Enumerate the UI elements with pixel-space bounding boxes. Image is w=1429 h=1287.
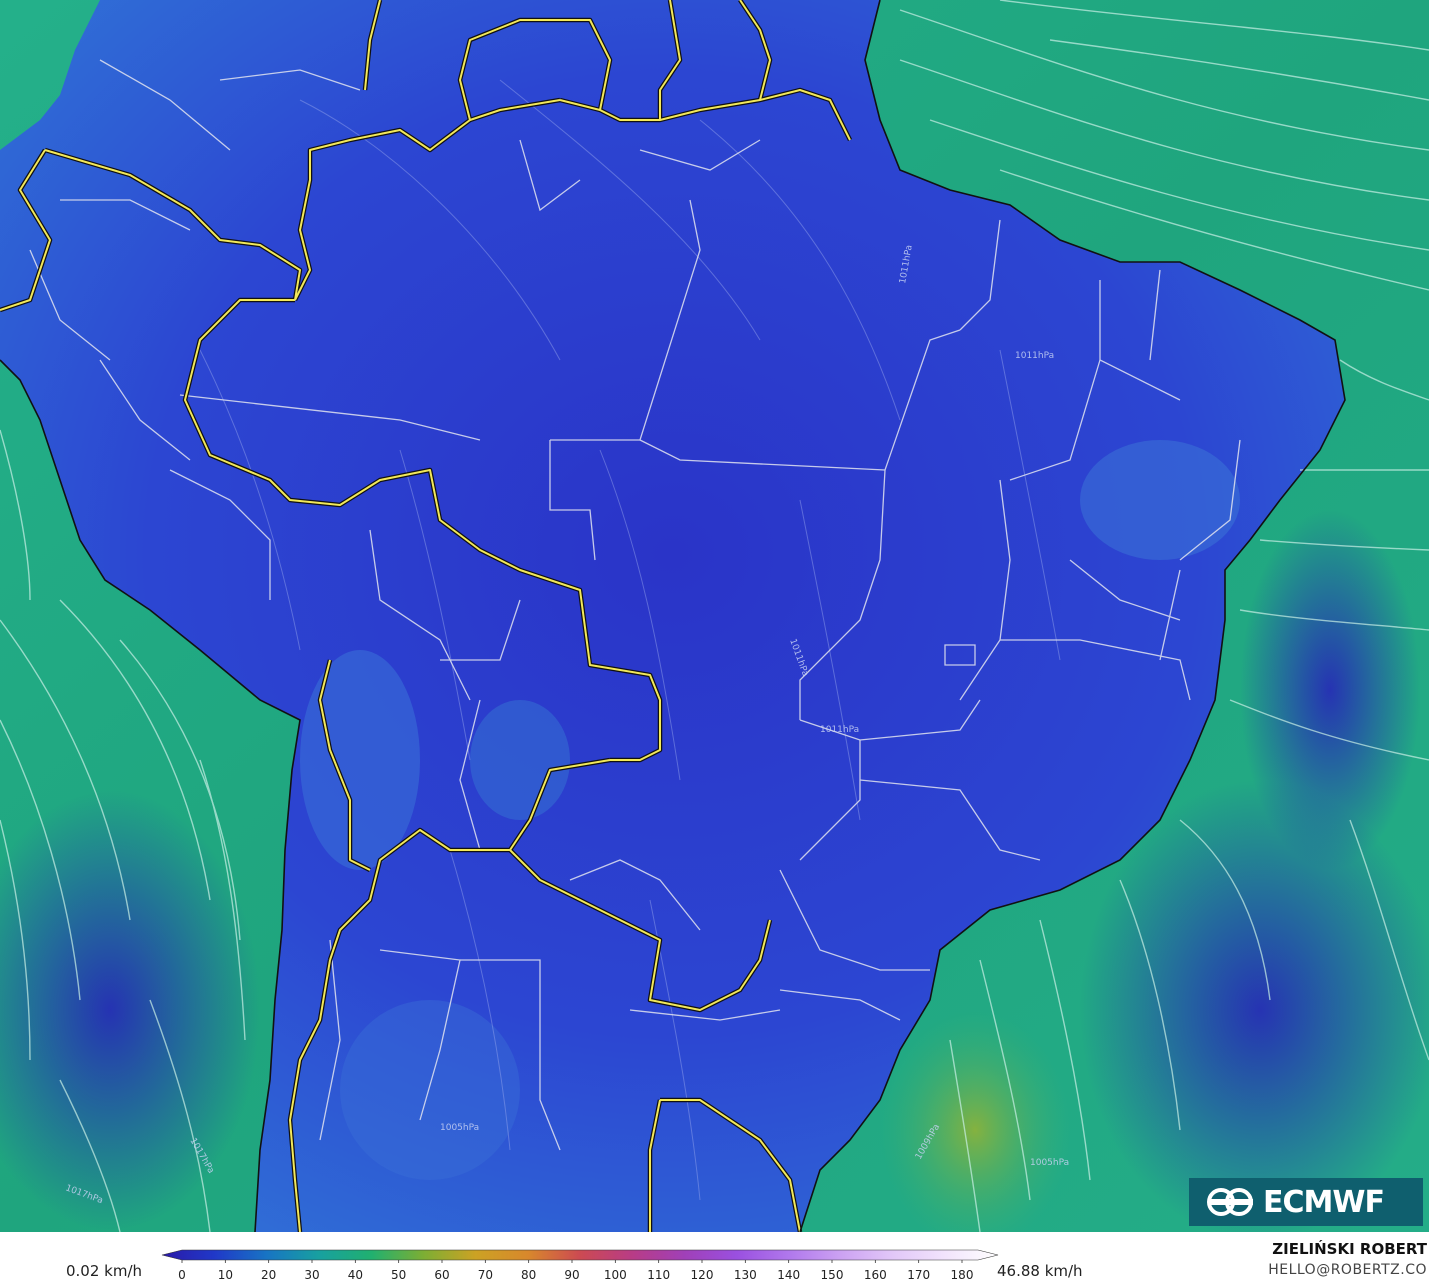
colorbar-tick-label: 160	[864, 1268, 887, 1282]
colorbar-tick-label: 140	[777, 1268, 800, 1282]
colorbar-tick-label: 90	[564, 1268, 579, 1282]
colorbar-tick-label: 10	[218, 1268, 233, 1282]
colorbar-tick-label: 50	[391, 1268, 406, 1282]
isobar-label: 1011hPa	[820, 725, 859, 735]
author-credit: ZIELIŃSKI ROBERT	[1272, 1240, 1427, 1258]
ocean-patch-southeast	[1080, 780, 1429, 1232]
colorbar-tick-label: 100	[604, 1268, 627, 1282]
colorbar-tick-label: 20	[261, 1268, 276, 1282]
coastline-west	[0, 359, 301, 1232]
ocean-highwind-area	[880, 1010, 1070, 1232]
colorbar-tick-label: 170	[907, 1268, 930, 1282]
land-patch-south	[340, 1000, 520, 1180]
colorbar-tick-label: 30	[304, 1268, 319, 1282]
land-patch-andes	[300, 650, 420, 870]
colorbar-tick-label: 120	[691, 1268, 714, 1282]
land-patch-northeast	[1080, 440, 1240, 560]
ocean-patch-southwest	[0, 790, 260, 1230]
land-patch-pantanal	[470, 700, 570, 820]
isobar-label: 1005hPa	[1030, 1158, 1069, 1168]
ecmwf-logo-text: ECMWF	[1263, 1184, 1385, 1220]
colorbar-tick-label: 40	[348, 1268, 363, 1282]
colorbar-tick-label: 0	[178, 1268, 186, 1282]
wind-speed-map: 1011hPa 1011hPa 1011hPa 1011hPa 1017hPa …	[0, 0, 1429, 1232]
ocean-patch-east	[1240, 510, 1420, 870]
continent-land	[0, 0, 1345, 1232]
legend-min-label: 0.02 km/h	[66, 1262, 143, 1280]
ecmwf-logo-icon	[1207, 1186, 1257, 1218]
colorbar-tick-label: 180	[951, 1268, 974, 1282]
colorbar-tick-label: 80	[521, 1268, 536, 1282]
colorbar-gradient	[161, 1249, 999, 1261]
colorbar-tick-label: 150	[821, 1268, 844, 1282]
isobar-label: 1011hPa	[1015, 351, 1054, 361]
legend-max-label: 46.88 km/h	[997, 1262, 1083, 1280]
ecmwf-logo: ECMWF	[1189, 1178, 1423, 1226]
coastline	[799, 0, 1346, 1232]
colorbar-tick-label: 110	[647, 1268, 670, 1282]
colorbar-tick-label: 130	[734, 1268, 757, 1282]
state-boundaries	[29, 59, 1241, 1151]
colorbar-tick-label: 60	[434, 1268, 449, 1282]
isobar-label: 1005hPa	[440, 1123, 479, 1133]
national-borders	[0, 0, 853, 1232]
wind-speed-colorbar: 0 10 20 30 40 50 60 70 80 90 100 110 120 130 140 150 160…	[161, 1249, 999, 1282]
author-email: HELLO@ROBERTZ.CO	[1268, 1262, 1427, 1278]
colorbar-tick-label: 70	[478, 1268, 493, 1282]
streamlines	[0, 0, 1429, 1232]
